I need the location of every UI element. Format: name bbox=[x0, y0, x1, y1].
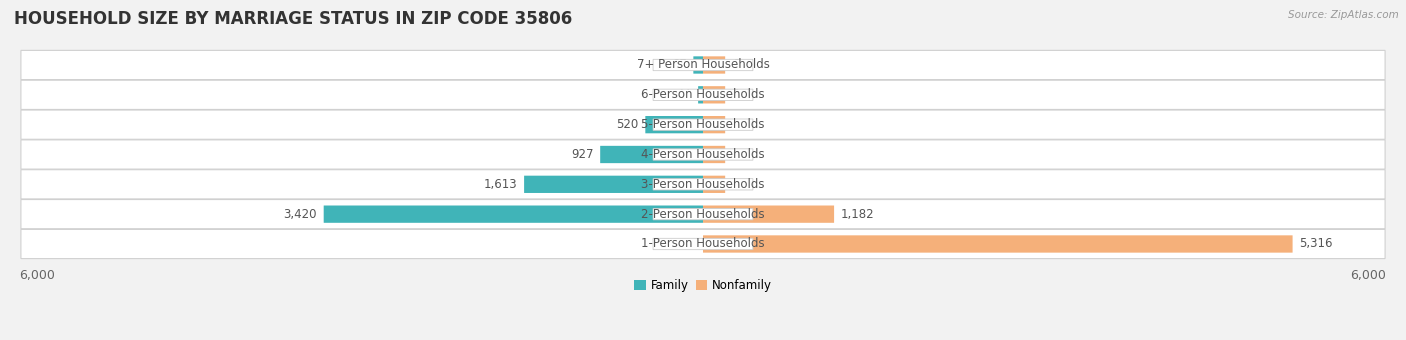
Text: 0: 0 bbox=[733, 88, 740, 101]
FancyBboxPatch shape bbox=[703, 56, 725, 74]
FancyBboxPatch shape bbox=[524, 176, 703, 193]
FancyBboxPatch shape bbox=[21, 80, 1385, 109]
Text: 927: 927 bbox=[571, 148, 593, 161]
FancyBboxPatch shape bbox=[703, 176, 725, 193]
Text: 2-Person Households: 2-Person Households bbox=[641, 208, 765, 221]
Text: 6-Person Households: 6-Person Households bbox=[641, 88, 765, 101]
Text: 87: 87 bbox=[672, 58, 686, 71]
FancyBboxPatch shape bbox=[21, 230, 1385, 259]
Text: 1-Person Households: 1-Person Households bbox=[641, 237, 765, 251]
Text: 10: 10 bbox=[733, 118, 747, 131]
Text: 33: 33 bbox=[733, 148, 747, 161]
Text: 1,182: 1,182 bbox=[841, 208, 875, 221]
FancyBboxPatch shape bbox=[703, 205, 834, 223]
FancyBboxPatch shape bbox=[21, 170, 1385, 199]
Text: 4-Person Households: 4-Person Households bbox=[641, 148, 765, 161]
Legend: Family, Nonfamily: Family, Nonfamily bbox=[630, 274, 776, 297]
Text: 0: 0 bbox=[733, 58, 740, 71]
FancyBboxPatch shape bbox=[21, 110, 1385, 139]
Text: 5-Person Households: 5-Person Households bbox=[641, 118, 765, 131]
FancyBboxPatch shape bbox=[21, 200, 1385, 229]
Text: 5,316: 5,316 bbox=[1299, 237, 1333, 251]
FancyBboxPatch shape bbox=[652, 89, 754, 101]
Text: 3-Person Households: 3-Person Households bbox=[641, 178, 765, 191]
Text: Source: ZipAtlas.com: Source: ZipAtlas.com bbox=[1288, 10, 1399, 20]
FancyBboxPatch shape bbox=[693, 56, 703, 74]
Text: HOUSEHOLD SIZE BY MARRIAGE STATUS IN ZIP CODE 35806: HOUSEHOLD SIZE BY MARRIAGE STATUS IN ZIP… bbox=[14, 10, 572, 28]
FancyBboxPatch shape bbox=[600, 146, 703, 163]
FancyBboxPatch shape bbox=[652, 238, 754, 250]
Text: 1,613: 1,613 bbox=[484, 178, 517, 191]
FancyBboxPatch shape bbox=[703, 146, 725, 163]
FancyBboxPatch shape bbox=[323, 205, 703, 223]
FancyBboxPatch shape bbox=[699, 86, 703, 103]
FancyBboxPatch shape bbox=[652, 59, 754, 71]
FancyBboxPatch shape bbox=[703, 116, 725, 133]
FancyBboxPatch shape bbox=[652, 149, 754, 160]
Text: 7+ Person Households: 7+ Person Households bbox=[637, 58, 769, 71]
Text: 520: 520 bbox=[616, 118, 638, 131]
Text: 44: 44 bbox=[676, 88, 692, 101]
Text: 3,420: 3,420 bbox=[284, 208, 316, 221]
FancyBboxPatch shape bbox=[645, 116, 703, 133]
FancyBboxPatch shape bbox=[703, 86, 725, 103]
FancyBboxPatch shape bbox=[21, 140, 1385, 169]
FancyBboxPatch shape bbox=[703, 235, 1292, 253]
FancyBboxPatch shape bbox=[652, 178, 754, 190]
FancyBboxPatch shape bbox=[652, 208, 754, 220]
FancyBboxPatch shape bbox=[21, 50, 1385, 80]
FancyBboxPatch shape bbox=[652, 119, 754, 130]
Text: 51: 51 bbox=[733, 178, 747, 191]
